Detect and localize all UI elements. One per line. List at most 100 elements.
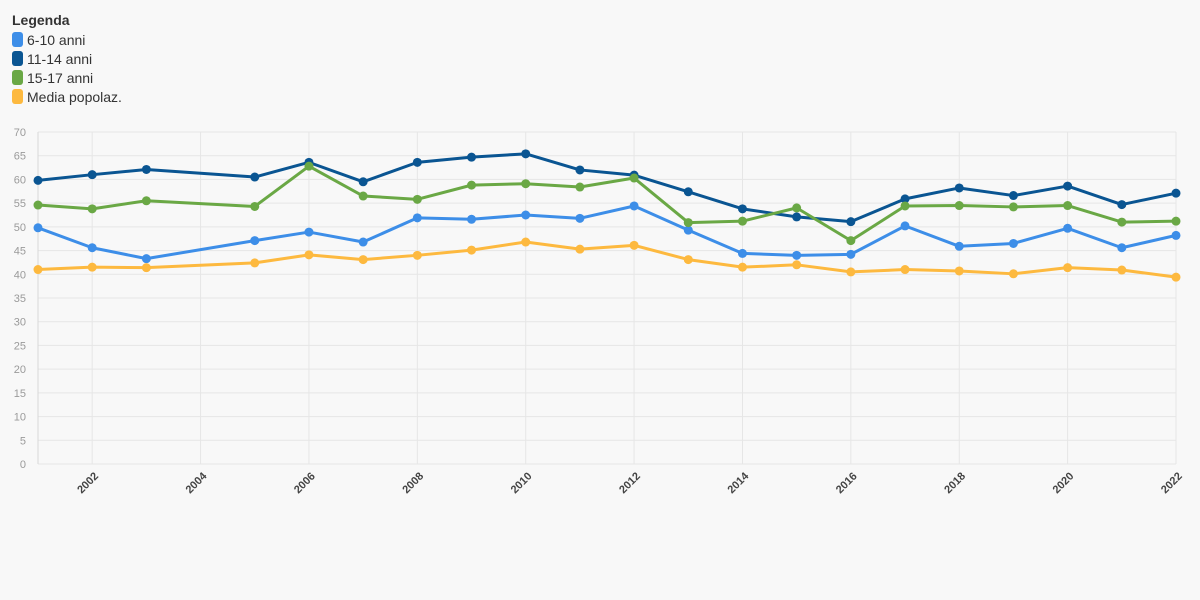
data-point bbox=[683, 255, 693, 265]
data-point bbox=[737, 262, 747, 272]
data-point bbox=[358, 177, 368, 187]
x-tick-label: 2004 bbox=[184, 470, 210, 496]
data-point bbox=[683, 225, 693, 235]
data-point bbox=[575, 244, 585, 254]
x-tick-label: 2018 bbox=[942, 470, 968, 496]
data-point bbox=[87, 204, 97, 214]
data-point bbox=[250, 236, 260, 246]
data-point bbox=[250, 258, 260, 268]
legend-label: Media popolaz. bbox=[27, 88, 122, 105]
legend-swatch bbox=[12, 51, 23, 66]
legend-label: 11-14 anni bbox=[27, 50, 93, 67]
x-tick-label: 2014 bbox=[726, 470, 752, 496]
data-point bbox=[792, 203, 802, 213]
data-point bbox=[575, 182, 585, 192]
data-point bbox=[683, 218, 693, 228]
data-point bbox=[304, 161, 314, 171]
data-point bbox=[521, 179, 531, 189]
data-point bbox=[1008, 238, 1018, 248]
data-point bbox=[521, 149, 531, 159]
data-point bbox=[87, 170, 97, 180]
data-point bbox=[900, 221, 910, 231]
data-point bbox=[737, 204, 747, 214]
data-point bbox=[358, 191, 368, 201]
legend-swatch bbox=[12, 32, 23, 47]
data-point bbox=[575, 165, 585, 175]
data-point bbox=[954, 183, 964, 193]
data-point bbox=[250, 172, 260, 182]
data-point bbox=[846, 249, 856, 259]
y-tick-label: 30 bbox=[14, 317, 26, 329]
y-tick-label: 65 bbox=[14, 151, 26, 163]
data-point bbox=[412, 194, 422, 204]
data-point bbox=[467, 214, 477, 224]
x-tick-label: 2002 bbox=[75, 470, 101, 496]
x-tick-label: 2020 bbox=[1051, 470, 1077, 496]
y-tick-label: 15 bbox=[14, 388, 26, 400]
y-tick-label: 70 bbox=[14, 127, 26, 139]
data-point bbox=[629, 173, 639, 183]
legend-item-15-17[interactable]: 15-17 anni bbox=[12, 68, 122, 87]
data-point bbox=[304, 227, 314, 237]
data-point bbox=[1171, 272, 1181, 282]
data-point bbox=[412, 213, 422, 223]
data-point bbox=[1117, 265, 1127, 275]
data-point bbox=[900, 265, 910, 275]
y-tick-label: 50 bbox=[14, 222, 26, 234]
y-tick-label: 40 bbox=[14, 269, 26, 281]
data-point bbox=[33, 223, 43, 233]
y-tick-label: 5 bbox=[20, 435, 26, 447]
data-point bbox=[1117, 243, 1127, 253]
data-point bbox=[1171, 230, 1181, 240]
y-tick-label: 20 bbox=[14, 364, 26, 376]
data-point bbox=[1171, 188, 1181, 198]
data-point bbox=[629, 240, 639, 250]
data-point bbox=[1063, 201, 1073, 211]
data-point bbox=[1008, 202, 1018, 212]
legend-swatch bbox=[12, 89, 23, 104]
legend-label: 6-10 anni bbox=[27, 31, 86, 48]
data-point bbox=[141, 164, 151, 174]
legend-item-11-14[interactable]: 11-14 anni bbox=[12, 49, 122, 68]
x-tick-label: 2008 bbox=[400, 470, 426, 496]
y-tick-label: 55 bbox=[14, 198, 26, 210]
data-point bbox=[1063, 181, 1073, 191]
data-point bbox=[304, 250, 314, 260]
data-point bbox=[141, 196, 151, 206]
legend-title: Legenda bbox=[12, 12, 70, 28]
data-point bbox=[33, 200, 43, 210]
data-point bbox=[412, 250, 422, 260]
data-point bbox=[33, 175, 43, 185]
y-tick-label: 35 bbox=[14, 293, 26, 305]
data-point bbox=[521, 237, 531, 247]
data-point bbox=[1063, 223, 1073, 233]
y-tick-label: 0 bbox=[20, 459, 26, 471]
x-tick-label: 2016 bbox=[834, 470, 860, 496]
data-point bbox=[358, 255, 368, 265]
legend-item-6-10[interactable]: 6-10 anni bbox=[12, 30, 122, 49]
data-point bbox=[846, 236, 856, 246]
data-point bbox=[954, 266, 964, 276]
legend-item-media[interactable]: Media popolaz. bbox=[12, 87, 122, 106]
data-point bbox=[575, 213, 585, 223]
data-point bbox=[954, 201, 964, 211]
data-point bbox=[1171, 216, 1181, 226]
x-tick-label: 2022 bbox=[1159, 470, 1185, 496]
data-point bbox=[250, 201, 260, 211]
data-point bbox=[467, 152, 477, 162]
data-point bbox=[1117, 200, 1127, 210]
data-point bbox=[683, 187, 693, 197]
data-point bbox=[792, 212, 802, 222]
legend: Legenda 6-10 anni 11-14 anni 15-17 anni … bbox=[12, 12, 122, 106]
legend-label: 15-17 anni bbox=[27, 69, 94, 86]
data-point bbox=[1008, 269, 1018, 279]
data-point bbox=[900, 194, 910, 204]
legend-swatch bbox=[12, 70, 23, 85]
data-point bbox=[629, 201, 639, 211]
data-point bbox=[954, 241, 964, 251]
data-point bbox=[358, 237, 368, 247]
x-tick-label: 2006 bbox=[292, 470, 318, 496]
data-point bbox=[792, 260, 802, 270]
data-point bbox=[1008, 191, 1018, 201]
